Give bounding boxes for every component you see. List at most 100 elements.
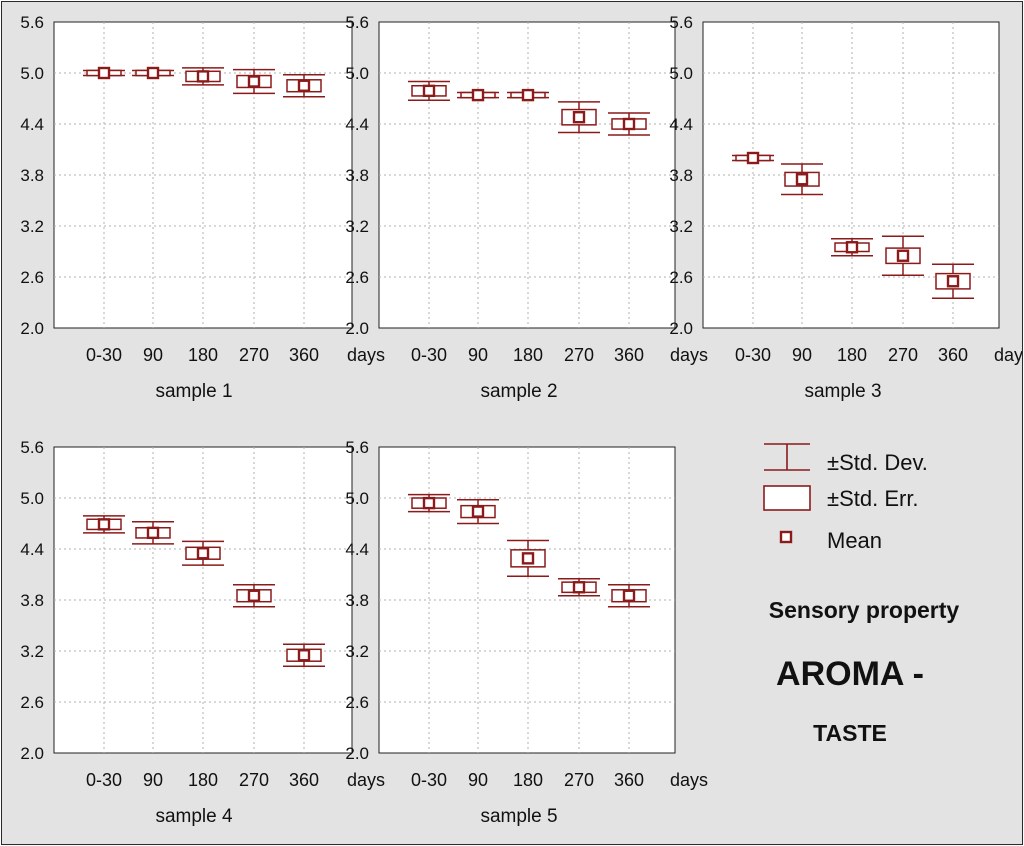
legend-std-dev-symbol	[764, 443, 810, 471]
y-tick-label: 3.8	[345, 591, 369, 610]
mean-marker	[946, 275, 960, 288]
y-tick-label: 3.2	[669, 217, 693, 236]
y-tick-label: 4.4	[20, 115, 44, 134]
mean-marker	[422, 84, 436, 98]
panel-label: sample 5	[480, 806, 557, 827]
x-tick-label: 180	[188, 345, 218, 365]
y-tick-label: 3.8	[20, 591, 44, 610]
mean-marker	[845, 241, 859, 254]
x-tick-label: 270	[239, 345, 269, 365]
panel-4: 2.0 2.6 3.2 3.8 4.4 5.0 5.6 0-30 90 180 270 360 days…	[20, 438, 385, 827]
mean-marker	[471, 88, 485, 102]
legend-mean-label: Mean	[827, 528, 882, 553]
mean-marker	[247, 589, 261, 602]
y-tick-label: 5.0	[669, 64, 693, 83]
y-tick-label: 2.0	[669, 319, 693, 338]
x-tick-label: 0-30	[735, 345, 771, 365]
mean-marker	[247, 75, 261, 88]
x-tick-label: 90	[143, 770, 163, 790]
y-tick-label: 3.2	[20, 642, 44, 661]
caption-line-3: TASTE	[813, 720, 887, 746]
x-tick-label: 90	[143, 345, 163, 365]
x-unit-label: days	[347, 770, 385, 790]
x-unit-label: days	[670, 345, 708, 365]
x-tick-label: 0-30	[411, 345, 447, 365]
x-tick-label: 0-30	[411, 770, 447, 790]
panel-label: sample 3	[804, 381, 881, 402]
panel-1: 2.0 2.6 3.2 3.8 4.4 5.0 5.6 0-30 90 180 270 360 days…	[20, 13, 385, 402]
figure-caption: Sensory property AROMA - TASTE	[769, 597, 960, 746]
y-tick-label: 2.0	[345, 744, 369, 763]
x-tick-label: 0-30	[86, 770, 122, 790]
y-tick-label: 2.0	[345, 319, 369, 338]
y-tick-label: 3.2	[345, 217, 369, 236]
y-tick-label: 2.6	[345, 268, 369, 287]
x-tick-label: 270	[564, 345, 594, 365]
x-tick-label: 270	[564, 770, 594, 790]
legend-std-dev-label: ±Std. Dev.	[827, 450, 928, 475]
panel-label: sample 2	[480, 381, 557, 402]
panel-2: 2.0 2.6 3.2 3.8 4.4 5.0 5.6 0-30 90 180 270 360 days…	[345, 13, 708, 402]
y-tick-label: 5.6	[345, 438, 369, 457]
y-tick-label: 3.8	[20, 166, 44, 185]
x-unit-label: days	[670, 770, 708, 790]
panel-3: 2.0 2.6 3.2 3.8 4.4 5.0 5.6 0-30 90 180 270 360 day s…	[669, 13, 1022, 402]
mean-marker	[521, 88, 535, 102]
y-tick-label: 2.6	[20, 268, 44, 287]
mean-marker	[196, 547, 210, 560]
mean-marker	[297, 79, 311, 92]
y-tick-label: 3.2	[345, 642, 369, 661]
y-tick-label: 3.2	[20, 217, 44, 236]
legend-std-err-symbol	[763, 485, 811, 511]
y-tick-label: 5.0	[20, 489, 44, 508]
x-tick-label: 360	[938, 345, 968, 365]
x-unit-label: days	[347, 345, 385, 365]
x-tick-label: 180	[513, 345, 543, 365]
legend-std-err-label: ±Std. Err.	[827, 486, 919, 511]
mean-marker	[97, 66, 111, 80]
panel-label: sample 1	[155, 381, 232, 402]
mean-marker	[422, 496, 436, 510]
x-tick-label: 90	[468, 345, 488, 365]
x-tick-label: 90	[468, 770, 488, 790]
x-tick-label: 270	[888, 345, 918, 365]
caption-line-2: AROMA -	[776, 655, 924, 693]
y-tick-label: 4.4	[345, 115, 369, 134]
x-unit-label: days	[994, 345, 1022, 365]
mean-marker	[97, 518, 111, 531]
y-tick-label: 5.6	[669, 13, 693, 32]
y-tick-label: 2.0	[20, 319, 44, 338]
x-tick-label: 360	[289, 345, 319, 365]
y-tick-label: 3.8	[669, 166, 693, 185]
mean-marker	[622, 589, 636, 602]
mean-marker	[521, 552, 535, 565]
mean-marker	[471, 505, 485, 518]
chart-panels: 2.0 2.6 3.2 3.8 4.4 5.0 5.6 0-30 90 180 270 360 days…	[20, 13, 1022, 827]
x-tick-label: 0-30	[86, 345, 122, 365]
x-tick-label: 180	[513, 770, 543, 790]
mean-marker	[622, 117, 636, 131]
x-tick-label: 360	[614, 345, 644, 365]
y-tick-label: 5.6	[345, 13, 369, 32]
y-tick-label: 5.0	[345, 489, 369, 508]
y-tick-label: 4.4	[669, 115, 693, 134]
x-tick-label: 180	[188, 770, 218, 790]
caption-line-1: Sensory property	[769, 597, 960, 623]
mean-marker	[746, 151, 760, 165]
y-tick-label: 5.0	[345, 64, 369, 83]
y-tick-label: 5.6	[20, 438, 44, 457]
legend: ±Std. Dev. ±Std. Err. Mean	[763, 443, 928, 553]
mean-marker	[896, 249, 910, 262]
mean-marker	[297, 649, 311, 662]
y-tick-label: 2.6	[345, 693, 369, 712]
panel-5: 2.0 2.6 3.2 3.8 4.4 5.0 5.6 0-30 90 180 270 360 days…	[345, 438, 708, 827]
x-tick-label: 270	[239, 770, 269, 790]
y-tick-label: 2.0	[20, 744, 44, 763]
y-tick-label: 3.8	[345, 166, 369, 185]
mean-marker	[146, 526, 160, 540]
y-tick-label: 4.4	[20, 540, 44, 559]
legend-mean-symbol	[779, 530, 793, 544]
y-tick-label: 5.0	[20, 64, 44, 83]
